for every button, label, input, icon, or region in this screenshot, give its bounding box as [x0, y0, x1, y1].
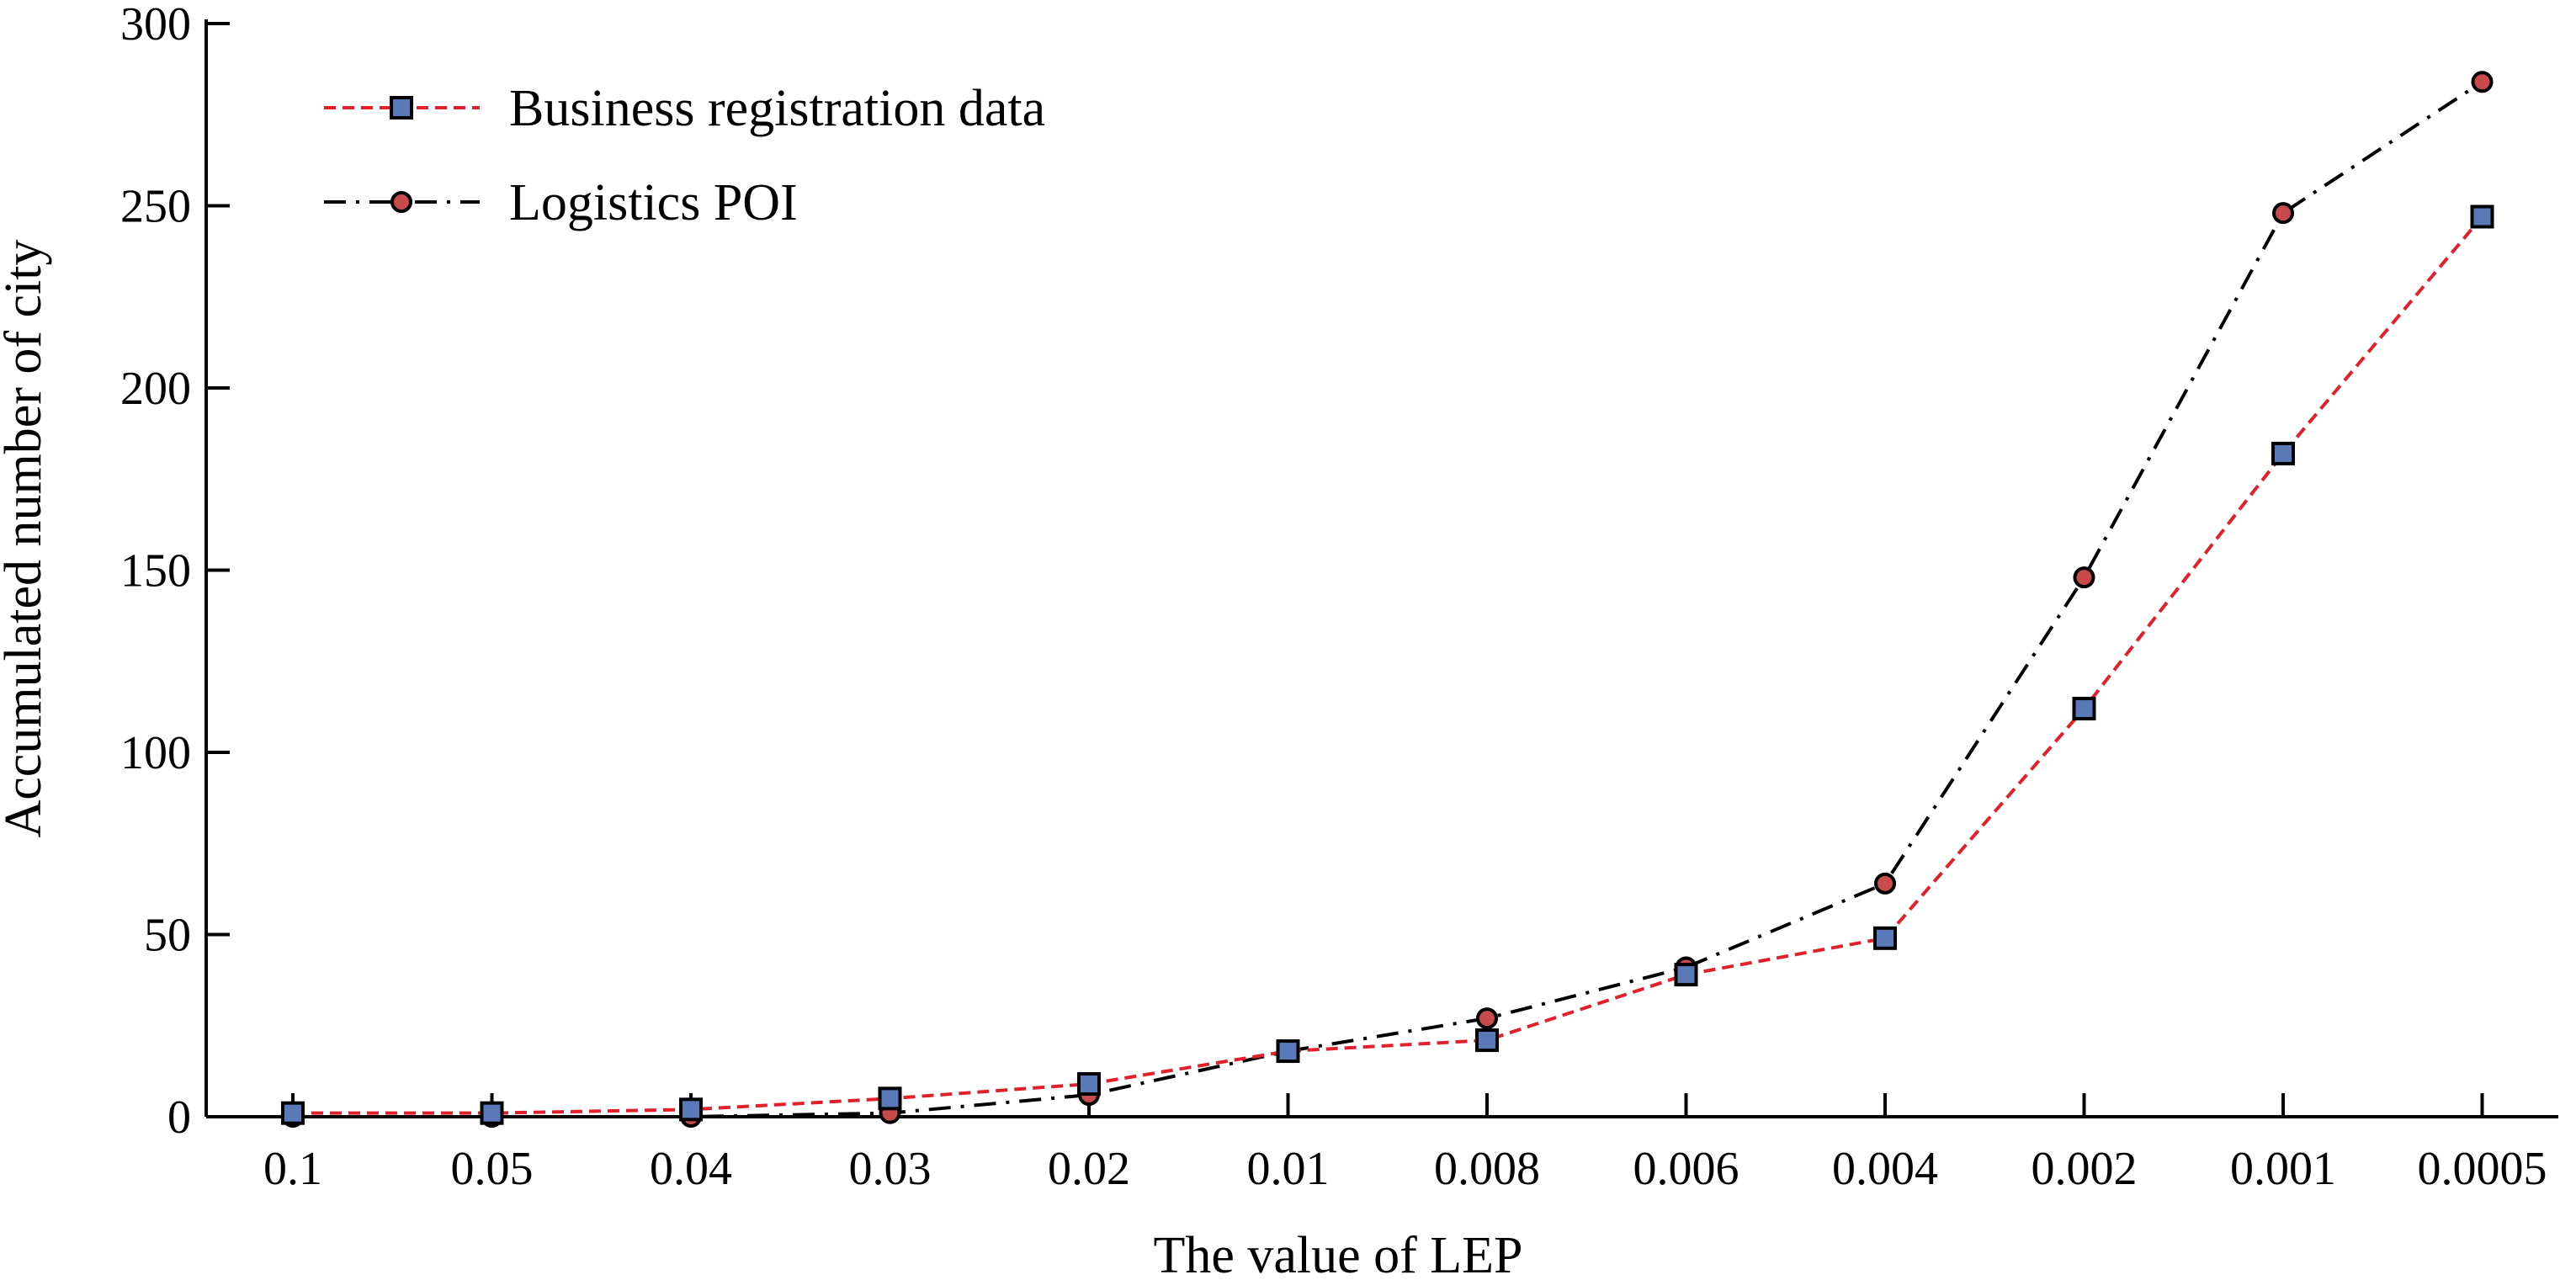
- data-point: [878, 1086, 902, 1111]
- x-tick-label: 0.03: [849, 1143, 932, 1195]
- y-tick-label: 250: [120, 181, 191, 233]
- legend-marker: [390, 96, 413, 120]
- data-point: [480, 1101, 504, 1125]
- data-point: [1674, 963, 1698, 987]
- legend-marker: [390, 191, 412, 213]
- data-point: [2271, 441, 2295, 465]
- y-tick-label: 200: [120, 363, 191, 415]
- data-point: [1475, 1028, 1499, 1053]
- data-point: [2072, 697, 2096, 721]
- x-tick-label: 0.006: [1633, 1143, 1739, 1195]
- data-point: [1077, 1072, 1101, 1097]
- x-axis-ticks: 0.1 0.05 0.04 0.03 0.02 0.01 0.008 0.006 0.004 0.…: [263, 1093, 2547, 1195]
- y-tick-label: 0: [167, 1091, 191, 1144]
- series-line: [293, 80, 2483, 1118]
- data-point: [2471, 71, 2494, 93]
- series-layer: [281, 71, 2494, 1128]
- x-tick-label: 0.04: [650, 1143, 732, 1195]
- x-tick-label: 0.01: [1247, 1143, 1330, 1195]
- x-tick-label: 0.1: [263, 1143, 322, 1195]
- series-line: [293, 215, 2484, 1115]
- data-point: [1874, 872, 1896, 895]
- legend-label: Business registration data: [509, 80, 1045, 137]
- legend-item: Business registration data: [324, 80, 1045, 137]
- data-point: [679, 1097, 703, 1122]
- x-tick-label: 0.001: [2230, 1143, 2336, 1195]
- y-axis-title: Accumulated number of city: [0, 239, 52, 837]
- data-point: [281, 1101, 305, 1125]
- x-tick-label: 0.02: [1048, 1143, 1130, 1195]
- data-point: [1873, 926, 1897, 950]
- legend-label: Logistics POI: [509, 174, 798, 231]
- data-point: [2272, 202, 2294, 225]
- data-point: [2073, 566, 2095, 589]
- data-point: [1476, 1007, 1498, 1030]
- data-point: [2470, 204, 2494, 229]
- x-tick-label: 0.002: [2032, 1143, 2138, 1195]
- y-tick-label: 100: [120, 727, 191, 779]
- data-point: [1276, 1039, 1300, 1064]
- x-axis-title: The value of LEP: [1153, 1227, 1522, 1280]
- legend: Business registration data Logistics POI: [324, 80, 1045, 231]
- x-tick-label: 0.0005: [2418, 1143, 2547, 1195]
- y-tick-label: 300: [120, 0, 191, 50]
- x-tick-label: 0.05: [451, 1143, 534, 1195]
- y-tick-label: 150: [120, 545, 191, 598]
- y-tick-label: 50: [144, 910, 191, 962]
- x-tick-label: 0.004: [1832, 1143, 1938, 1195]
- y-axis-ticks: 0 50 100 150 200 250 300: [120, 0, 230, 1144]
- series-business-registration: [281, 204, 2494, 1125]
- legend-item: Logistics POI: [324, 174, 798, 231]
- x-tick-label: 0.008: [1434, 1143, 1540, 1195]
